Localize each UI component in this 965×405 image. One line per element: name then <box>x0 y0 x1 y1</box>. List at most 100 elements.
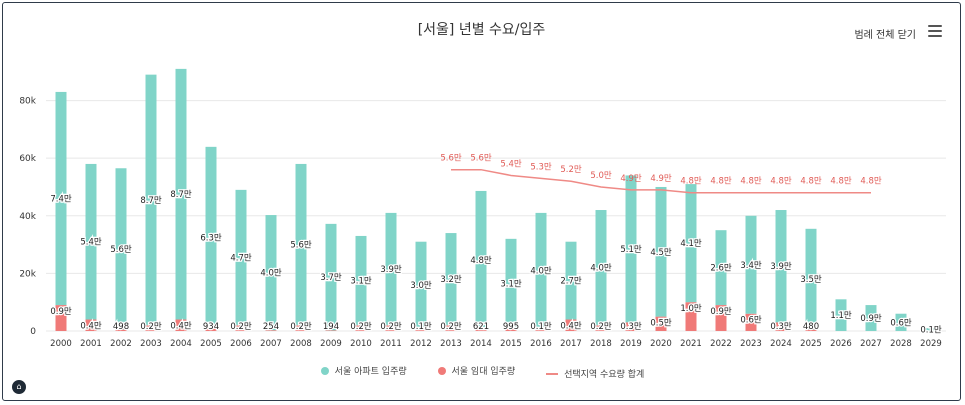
x-tick-label: 2024 <box>770 339 792 349</box>
x-tick-label: 2026 <box>830 339 852 349</box>
data-label-apartment: 3.2만 <box>440 275 462 285</box>
bar-rental <box>745 313 757 331</box>
x-tick-label: 2003 <box>140 339 162 349</box>
data-label-apartment: 3.5만 <box>800 275 822 285</box>
bar-apartment <box>175 68 187 320</box>
x-tick-label: 2016 <box>530 339 552 349</box>
data-label-rental: 254 <box>263 322 279 332</box>
data-label-demand: 4.9만 <box>650 174 672 184</box>
bar-rental <box>475 329 487 331</box>
x-tick-label: 2002 <box>110 339 132 349</box>
data-label-apartment: 3.7만 <box>320 273 342 283</box>
data-label-rental: 0.4만 <box>560 321 582 331</box>
data-label-rental: 480 <box>803 322 819 332</box>
data-label-demand: 4.8만 <box>860 177 882 187</box>
bar-apartment <box>85 163 97 320</box>
data-label-apartment: 4.0만 <box>590 264 612 274</box>
x-tick-label: 2007 <box>260 339 282 349</box>
data-label-rental: 0.3만 <box>620 322 642 332</box>
data-label-apartment: 6.3만 <box>200 234 222 244</box>
legend-swatch-demand <box>546 372 559 375</box>
hamburger-menu-icon[interactable] <box>928 25 942 37</box>
x-tick-label: 2020 <box>650 339 672 349</box>
bar-apartment <box>895 313 907 331</box>
x-tick-label: 2027 <box>860 339 882 349</box>
legend-label-apartment: 서울 아파트 입주량 <box>334 367 407 377</box>
x-tick-label: 2014 <box>470 339 492 349</box>
data-label-demand: 4.8만 <box>800 177 822 187</box>
bar-apartment <box>535 212 547 329</box>
data-label-apartment: 2.6만 <box>710 264 732 274</box>
menu-line <box>928 30 942 32</box>
x-tick-label: 2005 <box>200 339 222 349</box>
legend-label-demand: 선택지역 수요량 합계 <box>564 370 645 380</box>
legend-item-rental[interactable]: 서울 임대 입주량 <box>437 364 516 377</box>
x-tick-label: 2000 <box>50 339 72 349</box>
data-label-rental: 0.9만 <box>710 307 732 317</box>
legend-toggle-button[interactable]: 범례 전체 닫기 <box>854 30 916 41</box>
bar-apartment <box>205 146 217 329</box>
bar-rental <box>445 325 457 331</box>
menu-line <box>928 25 942 27</box>
data-label-rental: 0.4만 <box>80 321 102 331</box>
bar-rental <box>595 325 607 331</box>
bar-apartment <box>685 184 697 303</box>
data-label-demand: 5.3만 <box>530 162 552 172</box>
data-label-apartment: 1.1만 <box>830 311 852 321</box>
x-tick-label: 2018 <box>590 339 612 349</box>
bar-rental <box>655 316 667 331</box>
x-tick-label: 2029 <box>920 339 942 349</box>
data-label-apartment: 3.4만 <box>740 261 762 271</box>
data-label-apartment: 5.1만 <box>620 245 642 255</box>
bar-apartment <box>235 189 247 326</box>
bar-rental <box>175 319 187 331</box>
data-label-rental: 0.2만 <box>230 322 252 332</box>
bar-apartment <box>835 299 847 331</box>
data-label-rental: 0.2만 <box>290 322 312 332</box>
data-label-rental: 498 <box>113 322 129 332</box>
data-label-demand: 4.8만 <box>740 177 762 187</box>
bar-apartment <box>325 223 337 331</box>
data-label-rental: 0.2만 <box>140 322 162 332</box>
legend-label-rental: 서울 임대 입주량 <box>451 367 516 377</box>
menu-line <box>928 35 942 37</box>
legend-item-apartment[interactable]: 서울 아파트 입주량 <box>320 364 407 377</box>
data-label-demand: 4.9만 <box>620 174 642 184</box>
x-tick-label: 2028 <box>890 339 912 349</box>
data-label-demand: 5.4만 <box>500 159 522 169</box>
data-label-apartment: 8.7만 <box>140 196 162 206</box>
data-label-demand: 4.8만 <box>770 177 792 187</box>
bar-apartment <box>775 210 787 323</box>
bar-rental <box>355 325 367 331</box>
x-tick-label: 2017 <box>560 339 582 349</box>
bar-apartment <box>475 190 487 330</box>
data-label-apartment: 8.7만 <box>170 190 192 200</box>
data-label-apartment: 3.9만 <box>770 262 792 272</box>
bar-rental <box>775 322 787 331</box>
bar-apartment <box>385 212 397 326</box>
data-label-apartment: 0.1만 <box>920 326 942 336</box>
home-icon[interactable]: ⌂ <box>12 380 26 394</box>
chart-title: [서울] 년별 수요/입주 <box>417 22 546 38</box>
bar-rental <box>535 328 547 331</box>
bar-apartment <box>625 175 637 323</box>
data-label-rental: 934 <box>203 322 219 332</box>
bar-rental <box>145 325 157 331</box>
bar-apartment <box>565 241 577 320</box>
data-label-apartment: 7.4만 <box>50 195 72 205</box>
bar-apartment <box>265 215 277 331</box>
bar-apartment <box>445 233 457 326</box>
data-label-rental: 0.4만 <box>170 321 192 331</box>
data-label-apartment: 4.0만 <box>260 269 282 279</box>
bar-rental <box>295 325 307 331</box>
legend-item-demand[interactable]: 선택지역 수요량 합계 <box>546 367 644 380</box>
bar-apartment <box>715 230 727 306</box>
x-tick-label: 2021 <box>680 339 702 349</box>
data-label-apartment: 4.1만 <box>680 239 702 249</box>
bar-apartment <box>55 91 67 306</box>
data-label-rental: 0.2만 <box>380 322 402 332</box>
bar-apartment <box>805 228 817 330</box>
bar-apartment <box>655 186 667 317</box>
data-label-demand: 4.8만 <box>830 177 852 187</box>
data-label-apartment: 0.6만 <box>890 318 912 328</box>
